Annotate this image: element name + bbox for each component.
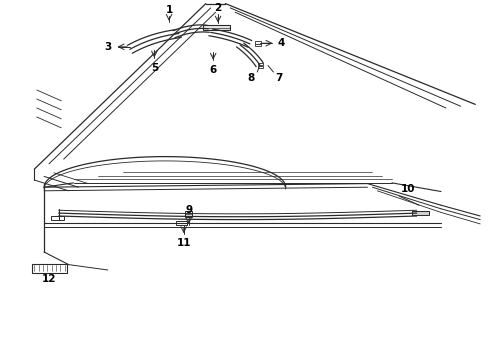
Text: 8: 8: [247, 73, 255, 84]
Text: 7: 7: [275, 73, 283, 84]
Text: 4: 4: [277, 38, 285, 48]
Bar: [32, 264, 67, 273]
Text: 12: 12: [42, 274, 57, 284]
Text: 3: 3: [104, 42, 112, 52]
Text: 10: 10: [401, 184, 416, 194]
Bar: [255, 41, 261, 44]
Bar: [258, 66, 263, 68]
Text: 11: 11: [176, 238, 191, 248]
Text: 9: 9: [185, 205, 192, 215]
Text: 2: 2: [215, 3, 221, 13]
Bar: [176, 221, 187, 225]
Text: 6: 6: [210, 65, 217, 75]
Bar: [258, 63, 263, 65]
FancyBboxPatch shape: [203, 25, 230, 30]
Bar: [255, 44, 261, 46]
Bar: [185, 211, 192, 217]
Text: 5: 5: [151, 63, 158, 73]
Text: 1: 1: [166, 5, 172, 15]
Bar: [412, 211, 429, 215]
Bar: [51, 216, 64, 220]
